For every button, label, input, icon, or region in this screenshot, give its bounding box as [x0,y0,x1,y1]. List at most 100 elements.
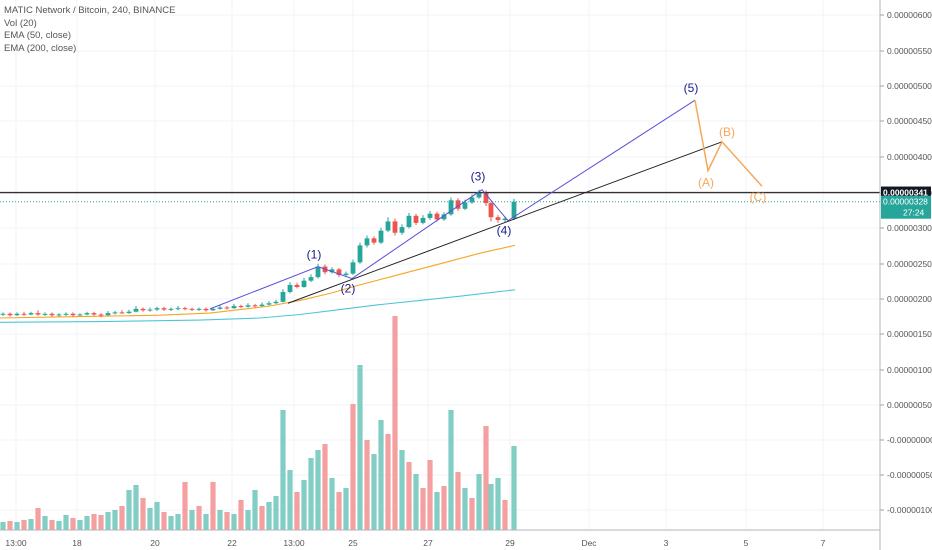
volume-bar [35,508,41,530]
candle-body [434,213,440,220]
volume-bar [252,490,258,530]
corrective-wave-line[interactable] [694,100,763,187]
volume-bar [441,486,447,530]
corrective-wave-label: (B) [719,125,735,139]
candle-body [35,313,41,315]
elliott-wave-drawings[interactable]: (1) (2) (3) (4) (5) (A) (B) (C) [0,81,880,310]
candle-body [385,221,391,231]
volume-bar [495,478,501,530]
candle [14,312,20,316]
candle-body [280,291,286,302]
wave-label: (2) [341,282,356,296]
candle-body [399,227,405,233]
candle-body [133,308,139,312]
candle [98,313,104,318]
candle [259,302,265,307]
candle [448,197,454,216]
time-axis[interactable]: 13:00 18 20 22 13:00 25 27 29 Dec 3 5 7 [0,529,880,548]
candle-body [231,306,237,309]
time-tick-label: Dec [581,538,597,548]
candle [56,313,62,317]
volume-bar [63,515,69,530]
price-tick-label: 0.00000150 [887,329,932,339]
price-axis[interactable]: 0.00000600 0.00000550 0.00000500 0.00000450… [879,0,932,550]
volume-bar [469,498,475,530]
last-price-label: 0.00000328 [883,197,928,207]
time-tick-label: 7 [821,538,826,548]
candle-body [98,314,104,316]
candle-body [364,238,370,246]
volume-bar [168,516,174,530]
symbol-title[interactable]: MATIC Network / Bitcoin, 240, BINANCE [4,5,176,16]
ema-lines [0,244,516,323]
ema50-indicator-label[interactable]: EMA (50, close) [4,30,72,41]
current-price-label: 0.00000341 [883,188,928,198]
volume-bar [231,514,237,530]
candle [427,210,433,221]
candle-body [42,313,48,315]
candle [28,311,34,316]
volume-bar [483,426,489,530]
candle-body [175,308,181,310]
price-tick-label: -0.00000050 [887,470,932,480]
candle-body [483,192,489,204]
candle-body [49,313,55,316]
candle-body [427,213,433,218]
candle-body [182,308,188,310]
ema200-line [0,289,516,323]
volume-bar [371,454,377,530]
candle-body [196,308,202,310]
candle-body [28,313,34,315]
volume-indicator-label[interactable]: Vol (20) [4,17,37,29]
candle [161,306,167,311]
candle-body [488,203,494,218]
volume-bar [0,522,6,530]
volume-bar [336,492,342,530]
volume-bar [287,470,293,530]
candle-body [252,305,258,307]
candle [168,307,174,311]
trend-line[interactable] [287,141,723,304]
candle [21,311,27,316]
candle [147,307,153,312]
volume-bar [126,490,132,530]
price-tick-label: 0.00000200 [887,294,932,304]
candle-body [448,200,454,215]
price-tick-label: 0.00000550 [887,46,932,56]
volume-bar [42,516,48,530]
wave-label: (4) [497,224,512,238]
candle [7,312,13,317]
candle [49,312,55,317]
candle-body [77,314,83,316]
volume-bar [476,474,482,530]
candle [231,303,237,309]
volume-bar [7,521,13,530]
candle [175,306,181,311]
volume-bar [112,510,118,530]
wave-label: (5) [684,81,699,95]
candle [280,289,286,303]
volume-bar [91,514,97,530]
candle-body [378,230,384,243]
candle [392,218,398,236]
volume-bar [161,512,167,530]
candle [119,310,125,314]
candle-body [14,313,20,316]
candle [441,212,447,221]
volume-bar [189,510,195,530]
candle [203,307,209,312]
volume-bar [301,480,307,530]
candle [378,227,384,245]
volume-bar [488,484,494,530]
time-tick-label: 3 [664,538,669,548]
candle [217,305,223,310]
impulse-wave-line[interactable] [209,99,696,310]
candle-body [406,215,412,228]
volume-bar [399,450,405,530]
volume-bar [140,498,146,530]
candle-body [119,312,125,314]
ema200-indicator-label[interactable]: EMA (200, close) [4,42,77,54]
candle [336,267,342,278]
